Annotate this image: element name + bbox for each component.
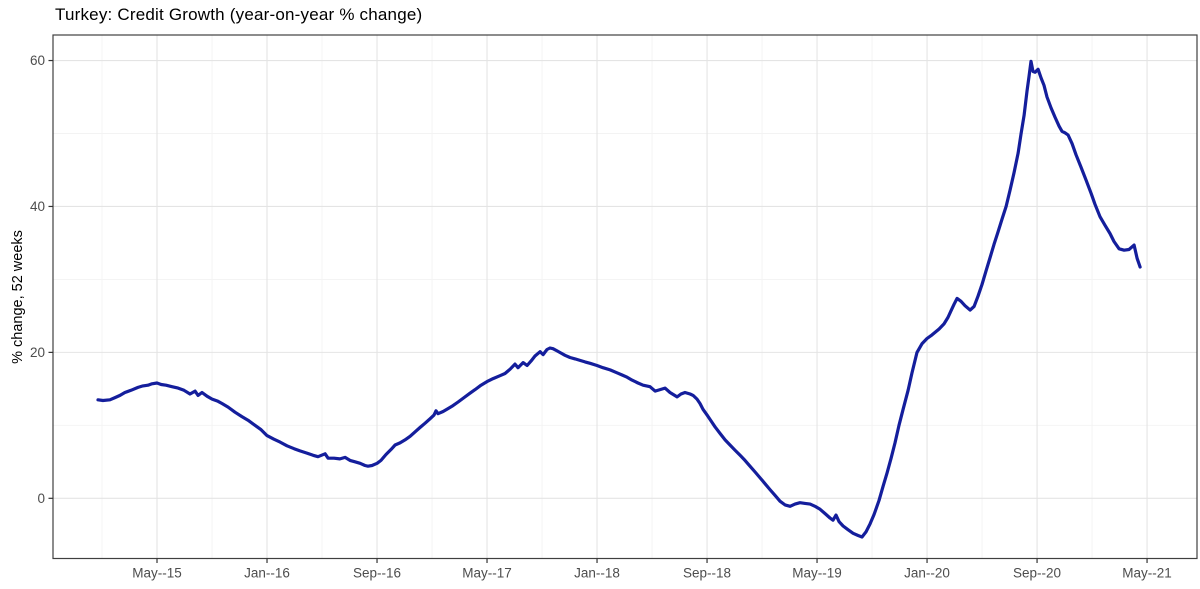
credit-growth-line bbox=[96, 59, 1142, 539]
x-tick-label: Sep--20 bbox=[1013, 566, 1061, 581]
x-tick-label: Sep--18 bbox=[683, 566, 731, 581]
y-tick-label: 0 bbox=[37, 491, 45, 506]
x-tick-label: May--19 bbox=[792, 566, 842, 581]
y-tick-label: 40 bbox=[30, 199, 45, 214]
y-axis-title: % change, 52 weeks bbox=[10, 230, 26, 364]
x-tick-label: May--17 bbox=[462, 566, 512, 581]
panel-background bbox=[53, 35, 1197, 559]
panel-border bbox=[52, 34, 1198, 560]
y-tick-label: 60 bbox=[30, 53, 45, 68]
x-tick-label: Jan--20 bbox=[904, 566, 950, 581]
x-tick-label: Jan--18 bbox=[574, 566, 620, 581]
x-tick-label: Jan--16 bbox=[244, 566, 290, 581]
x-tick-label: May--15 bbox=[132, 566, 182, 581]
y-tick-label: 20 bbox=[30, 345, 45, 360]
x-tick-label: May--21 bbox=[1122, 566, 1172, 581]
x-tick-label: Sep--16 bbox=[353, 566, 401, 581]
chart-title: Turkey: Credit Growth (year-on-year % ch… bbox=[55, 5, 423, 24]
